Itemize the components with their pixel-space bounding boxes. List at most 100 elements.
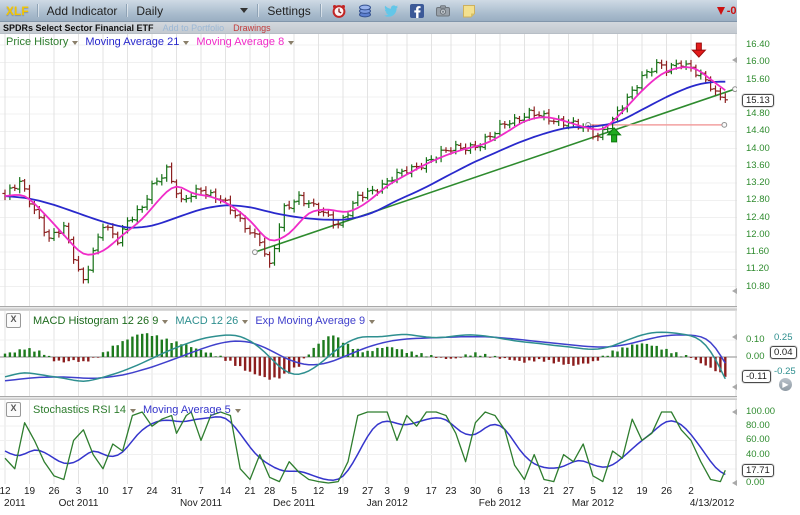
x-tick-label: 28 xyxy=(264,486,276,497)
toolbar-divider xyxy=(319,4,321,17)
add-indicator-button[interactable]: Add Indicator xyxy=(46,3,118,18)
indicator-price-history[interactable]: Price History xyxy=(6,36,79,48)
x-tick-label: 5 xyxy=(291,486,297,497)
drawing-handle[interactable] xyxy=(252,249,258,256)
camera-icon[interactable] xyxy=(435,3,451,19)
dropdown-arrow-icon xyxy=(288,41,295,45)
sell-arrow-icon[interactable] xyxy=(691,42,707,58)
indicator-macd-histogram[interactable]: MACD Histogram 12 26 9 xyxy=(33,315,169,327)
scroll-right-button[interactable]: ▶ xyxy=(779,378,792,391)
stoch-grid xyxy=(0,400,737,484)
indicator-moving-average-21[interactable]: Moving Average 21 xyxy=(85,36,190,48)
drawing-handle[interactable] xyxy=(721,121,728,128)
x-tick-label: 12 xyxy=(0,486,11,497)
infobar: SPDRs Select Sector Financial ETF Add to… xyxy=(0,22,800,34)
toolbar-divider xyxy=(126,4,128,17)
price-axis-label: 14.80 xyxy=(746,108,770,120)
x-month-label: Feb 2012 xyxy=(478,498,522,509)
x-month-label: Jan 2012 xyxy=(366,498,408,509)
price-axis-label: 13.20 xyxy=(746,177,770,189)
price-chart-canvas[interactable] xyxy=(0,34,737,306)
macd-axis-label: 0.00 xyxy=(746,351,765,362)
price-axis-label: 12.00 xyxy=(746,228,770,240)
x-tick-label: 21 xyxy=(244,486,256,497)
ma8-line xyxy=(4,66,726,256)
x-tick-label: 19 xyxy=(636,486,648,497)
x-tick-label: 5 xyxy=(590,486,596,497)
close-macd-panel-button[interactable]: X xyxy=(6,313,21,328)
price-chart-panel: Price History Moving Average 21 Moving A… xyxy=(0,34,737,306)
price-grid xyxy=(0,34,737,306)
macd-legend: X MACD Histogram 12 26 9 MACD 12 26 Exp … xyxy=(6,313,376,328)
price-legend: Price History Moving Average 21 Moving A… xyxy=(6,36,295,48)
stochastics-chart-canvas[interactable] xyxy=(0,400,737,484)
buy-arrow-icon[interactable] xyxy=(606,127,622,143)
scale-arrow-icon[interactable] xyxy=(732,57,737,63)
ema9-line xyxy=(4,334,726,382)
x-tick-label: 27 xyxy=(562,486,575,497)
x-month-label: 2011 xyxy=(4,498,26,509)
stoch-rsi-line xyxy=(4,411,726,484)
x-tick-label: 21 xyxy=(543,486,555,497)
stoch-ma-line xyxy=(4,416,726,481)
indicator-stochastics-rsi[interactable]: Stochastics RSI 14 xyxy=(33,404,136,416)
x-tick-label: 12 xyxy=(313,486,325,497)
coins-icon[interactable] xyxy=(357,3,373,19)
last-date-label: 4/13/2012 xyxy=(689,498,735,509)
time-axis[interactable]: 12 19 26 3 10 17 24 31 7 14 21 28 5 12 19 27 3 9 17 23 30 6 13… xyxy=(0,484,800,515)
indicator-label: Exp Moving Average 9 xyxy=(255,314,366,327)
period-dropdown[interactable]: Daily xyxy=(136,3,249,18)
add-to-portfolio-link[interactable]: Add to Portfolio xyxy=(162,22,225,33)
x-tick-label: 17 xyxy=(425,486,437,497)
x-tick-label: 19 xyxy=(337,486,349,497)
scale-arrow-icon[interactable] xyxy=(732,409,737,415)
scale-arrow-icon[interactable] xyxy=(732,480,737,486)
x-tick-label: 26 xyxy=(660,486,673,497)
panel-separator[interactable] xyxy=(0,306,800,311)
stoch-axis-label: 40.00 xyxy=(746,448,770,460)
macd-chart-canvas[interactable] xyxy=(0,311,737,396)
macd-signal-axis-label: -0.25 xyxy=(774,366,796,377)
trendline[interactable] xyxy=(254,87,737,253)
macd-current-box: -0.11 xyxy=(742,369,771,383)
stoch-axis-label: 60.00 xyxy=(746,434,770,446)
price-axis-label: 16.00 xyxy=(746,56,770,68)
indicator-label: Moving Average 21 xyxy=(85,36,180,48)
facebook-icon[interactable] xyxy=(409,3,425,19)
indicator-macd[interactable]: MACD 12 26 xyxy=(175,314,249,327)
settings-button[interactable]: Settings xyxy=(267,3,311,18)
indicator-exp-moving-average-9[interactable]: Exp Moving Average 9 xyxy=(255,314,376,327)
price-bars xyxy=(2,59,728,284)
toolbar-divider xyxy=(36,4,38,17)
indicator-label: Stochastics RSI 14 xyxy=(33,403,126,416)
macd-panel: X MACD Histogram 12 26 9 MACD 12 26 Exp … xyxy=(0,311,737,396)
x-month-label: Nov 2011 xyxy=(179,498,223,509)
alarm-clock-icon[interactable] xyxy=(331,3,347,19)
price-axis-label: 15.60 xyxy=(746,73,770,85)
indicator-moving-average-8[interactable]: Moving Average 8 xyxy=(196,36,295,48)
x-tick-label: 14 xyxy=(219,486,232,497)
current-price-box: 15.13 xyxy=(742,93,774,107)
price-axis-label: 14.00 xyxy=(746,142,770,154)
macd-line xyxy=(4,331,726,382)
close-stochastics-panel-button[interactable]: X xyxy=(6,402,21,417)
x-tick-label: 30 xyxy=(469,486,481,497)
sticky-note-icon[interactable] xyxy=(461,3,477,19)
indicator-label: MACD 12 26 xyxy=(175,314,239,327)
x-tick-label: 10 xyxy=(97,486,109,497)
right-axis[interactable]: 16.40 16.00 15.60 14.80 14.40 14.00 13.60 13.20… xyxy=(732,0,800,515)
dropdown-arrow-icon xyxy=(369,319,376,324)
scale-arrow-icon[interactable] xyxy=(732,384,737,390)
stoch-axis-label: 80.00 xyxy=(746,420,770,432)
drawing-handle[interactable] xyxy=(732,86,737,93)
stochastics-panel: X Stochastics RSI 14 Moving Average 5 xyxy=(0,400,737,484)
indicator-moving-average-5[interactable]: Moving Average 5 xyxy=(143,404,241,416)
x-tick-label: 6 xyxy=(497,486,503,497)
drawings-link[interactable]: Drawings xyxy=(233,22,271,33)
scale-arrow-icon[interactable] xyxy=(732,334,737,340)
period-value: Daily xyxy=(136,3,164,18)
symbol-label: XLF xyxy=(6,3,29,18)
macd-histogram-bars xyxy=(3,333,727,380)
scale-arrow-icon[interactable] xyxy=(732,288,737,294)
twitter-icon[interactable] xyxy=(383,3,399,19)
